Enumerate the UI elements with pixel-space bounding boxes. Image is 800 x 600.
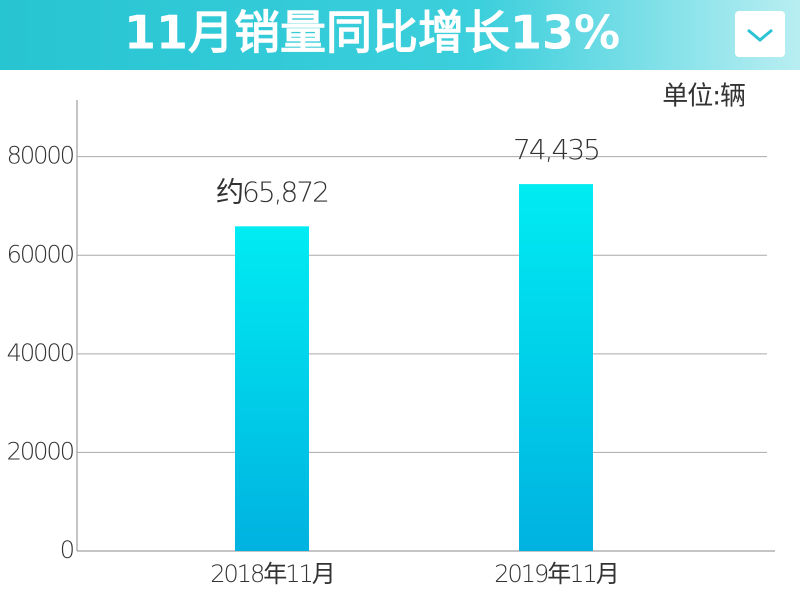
- x-tick-label: 2018年11月: [210, 560, 334, 588]
- y-tick-label: 0: [60, 536, 74, 564]
- x-tick-label: 2019年11月: [494, 560, 618, 588]
- y-tick-label: 20000: [7, 437, 74, 465]
- y-tick-label: 60000: [7, 240, 74, 268]
- bar: [235, 226, 309, 551]
- unit-label: 单位:辆: [662, 82, 745, 112]
- bar: [519, 184, 593, 551]
- header: [0, 0, 800, 70]
- y-tick-label: 40000: [7, 339, 74, 367]
- value-label: 74,435: [513, 133, 599, 166]
- dropdown-button[interactable]: [735, 11, 785, 57]
- value-label: 约65,872: [216, 175, 328, 208]
- y-tick-label: 80000: [7, 142, 74, 170]
- chart-title: 11月销量同比增长13%: [124, 6, 620, 60]
